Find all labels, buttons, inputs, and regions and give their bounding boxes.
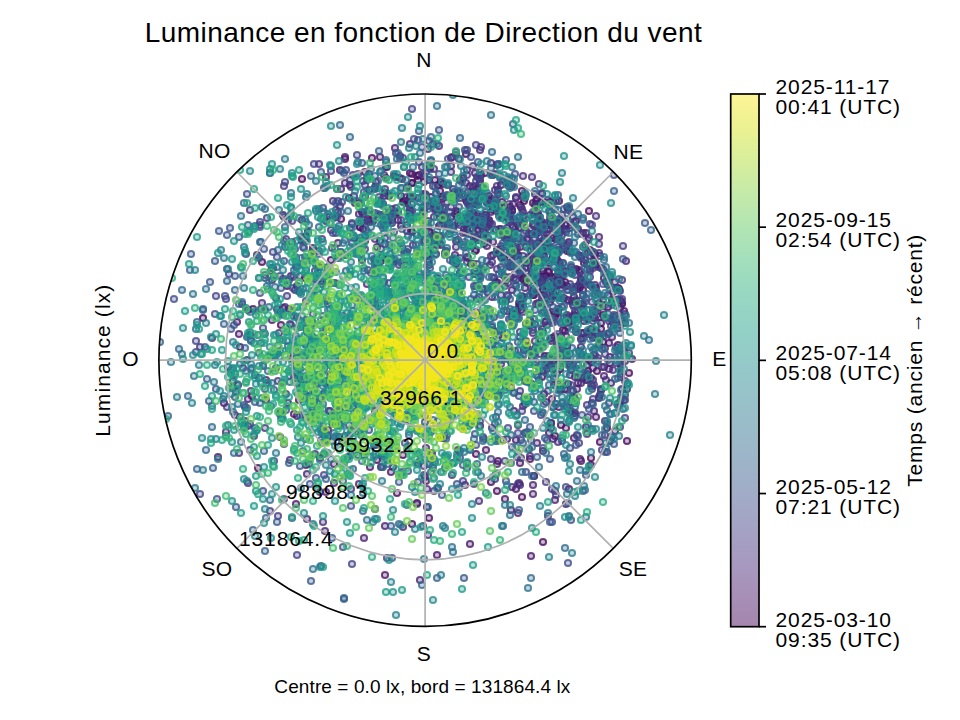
svg-text:S: S: [417, 642, 431, 665]
svg-text:Temps (ancien → récent): Temps (ancien → récent): [903, 234, 926, 487]
svg-text:05:08 (UTC): 05:08 (UTC): [776, 361, 901, 384]
svg-text:Luminance (lx): Luminance (lx): [91, 284, 114, 437]
svg-text:NO: NO: [198, 139, 230, 162]
svg-text:07:21 (UTC): 07:21 (UTC): [776, 495, 901, 518]
svg-text:98898.3: 98898.3: [286, 480, 368, 503]
svg-text:Centre = 0.0 lx, bord = 131864: Centre = 0.0 lx, bord = 131864.4 lx: [274, 676, 570, 697]
svg-text:0.0: 0.0: [427, 339, 459, 362]
svg-text:32966.1: 32966.1: [380, 386, 462, 409]
svg-text:N: N: [416, 48, 431, 71]
svg-text:SE: SE: [619, 557, 648, 580]
svg-text:00:41 (UTC): 00:41 (UTC): [776, 95, 901, 118]
svg-text:65932.2: 65932.2: [333, 433, 415, 456]
svg-text:SO: SO: [202, 557, 233, 580]
svg-text:E: E: [712, 347, 726, 370]
svg-text:O: O: [122, 347, 139, 370]
svg-text:NE: NE: [614, 140, 644, 163]
svg-text:02:54 (UTC): 02:54 (UTC): [776, 228, 901, 251]
svg-text:Luminance en fonction de Direc: Luminance en fonction de Direction du ve…: [145, 17, 702, 48]
svg-text:131864.4: 131864.4: [239, 527, 334, 550]
svg-text:09:35 (UTC): 09:35 (UTC): [776, 628, 901, 651]
